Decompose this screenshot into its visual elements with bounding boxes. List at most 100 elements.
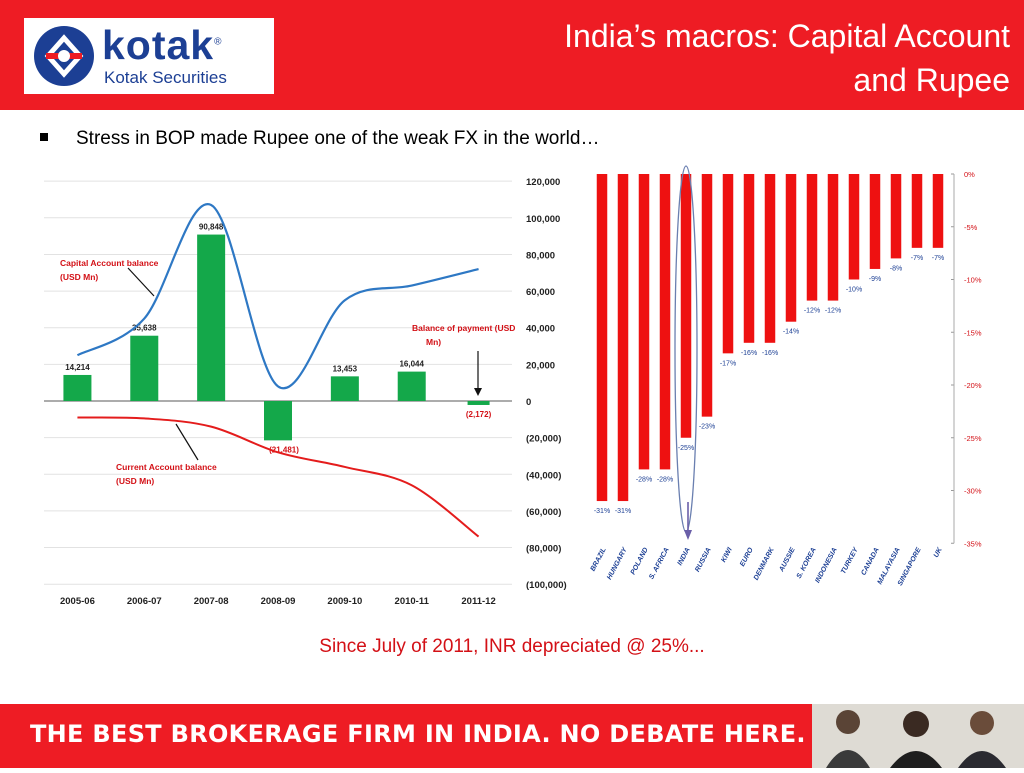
x-tick-label: 2007-08	[194, 596, 229, 607]
person-icon	[890, 711, 942, 768]
header-banner: kotak® Kotak Securities India’s macros: …	[0, 0, 1024, 110]
footer-people-photo	[812, 704, 1024, 768]
current-annotation-line2: (USD Mn)	[116, 476, 154, 486]
bar-data-label: -31%	[594, 508, 610, 515]
x-tick-label: 2009-10	[327, 596, 362, 607]
bar-data-label: -7%	[911, 255, 923, 262]
person-icon	[826, 710, 870, 768]
capital-annotation-line2: (USD Mn)	[60, 272, 98, 282]
x-tick-label: S. KOREA	[796, 547, 818, 580]
y-tick-label: -30%	[964, 487, 982, 496]
x-tick-label: TURKEY	[840, 545, 860, 575]
bop-bar	[63, 374, 92, 401]
fx-bar	[680, 174, 692, 438]
x-tick-label: SINGAPORE	[897, 546, 923, 587]
x-tick-label: S. AFRICA	[648, 547, 670, 581]
current-annotation-line1: Current Account balance	[116, 462, 217, 472]
fx-bar	[827, 174, 839, 301]
y-tick-label: -25%	[964, 434, 982, 443]
bar-data-label: (21,481)	[269, 445, 299, 454]
bullet-point: Stress in BOP made Rupee one of the weak…	[40, 128, 599, 150]
fx-bar	[932, 174, 944, 248]
fx-bar	[638, 174, 650, 470]
bop-bar	[467, 401, 490, 405]
bar-data-label: -10%	[846, 287, 862, 294]
bar-data-label: -25%	[678, 445, 694, 452]
bar-data-label: -12%	[825, 308, 841, 315]
bop-bar	[130, 335, 159, 401]
kotak-logo: kotak® Kotak Securities	[24, 18, 274, 94]
bar-data-label: 35,638	[132, 324, 157, 333]
fx-bar	[659, 174, 671, 470]
fx-bar	[890, 174, 902, 259]
fx-bar	[911, 174, 923, 248]
y-tick-label: 40,000	[526, 324, 555, 335]
x-tick-label: 2008-09	[261, 596, 296, 607]
x-tick-label: POLAND	[630, 547, 650, 576]
bar-data-label: 90,848	[199, 223, 224, 232]
y-tick-label: -35%	[964, 539, 982, 548]
fx-bar	[869, 174, 881, 269]
footer-banner: THE BEST BROKERAGE FIRM IN INDIA. NO DEB…	[0, 704, 1024, 768]
caption: Since July of 2011, INR depreciated @ 25…	[319, 636, 705, 657]
capital-annotation-line1: Capital Account balance	[60, 258, 159, 268]
x-tick-label: 2005-06	[60, 596, 95, 607]
bop-bar	[197, 234, 226, 401]
bop-annotation-line1: Balance of payment (USD	[412, 323, 515, 333]
current-account-line	[77, 416, 480, 538]
slide-title-line2: and Rupee	[853, 62, 1010, 98]
x-tick-label: DENMARK	[753, 546, 776, 582]
y-tick-label: -10%	[964, 276, 982, 285]
y-tick-label: -5%	[964, 223, 978, 232]
bar-data-label: -23%	[699, 424, 715, 431]
bar-data-label: -17%	[720, 360, 736, 367]
bop-chart: 120,000 100,000 80,000 60,000 40,000 20,000 0 (…	[44, 177, 567, 607]
fx-bar	[785, 174, 797, 322]
x-tick-label: BRAZIL	[590, 547, 608, 573]
x-tick-label: KIWI	[720, 546, 734, 564]
y-tick-label: -20%	[964, 381, 982, 390]
fx-bar	[848, 174, 860, 280]
y-tick-label: (40,000)	[526, 470, 561, 481]
x-tick-label: INDONESIA	[814, 547, 838, 585]
fx-bar	[743, 174, 755, 343]
bar-data-label: -31%	[615, 508, 631, 515]
slide-title: India’s macros: Capital Account and Rupe…	[390, 14, 1010, 102]
fx-bar	[596, 174, 608, 502]
bar-data-label: (2,172)	[466, 410, 492, 419]
y-tick-label: (60,000)	[526, 507, 561, 518]
fx-depreciation-chart: 0% -5% -10% -15% -20% -25% -30% -35% -31% BRAZIL -…	[590, 165, 982, 587]
y-tick-label: -15%	[964, 328, 982, 337]
bar-data-label: -12%	[804, 308, 820, 315]
y-tick-label: 80,000	[526, 250, 555, 261]
logo-subtitle: Kotak Securities	[104, 68, 227, 87]
square-bullet-icon	[40, 132, 48, 141]
x-tick-label: INDIA	[677, 547, 692, 567]
fx-bar	[722, 174, 734, 354]
y-tick-label: 0	[526, 397, 531, 408]
y-tick-label: 60,000	[526, 287, 555, 298]
annotation-arrow	[175, 423, 199, 461]
x-tick-label: 2011-12	[461, 596, 495, 607]
bar-data-label: 14,214	[65, 363, 90, 372]
x-tick-label: RUSSIA	[694, 547, 713, 574]
bar-data-label: -16%	[762, 350, 778, 357]
y-tick-label: 20,000	[526, 360, 555, 371]
footer-slogan: THE BEST BROKERAGE FIRM IN INDIA. NO DEB…	[30, 720, 806, 748]
bar-data-label: -28%	[657, 476, 673, 483]
x-tick-label: 2010-11	[395, 596, 430, 607]
logo-wordmark: kotak®	[102, 22, 223, 68]
bar-data-label: -7%	[932, 255, 944, 262]
bar-data-label: -9%	[869, 276, 881, 283]
x-tick-label: 2006-07	[127, 596, 162, 607]
bar-data-label: -14%	[783, 329, 799, 336]
bar-data-label: -28%	[636, 476, 652, 483]
bop-annotation-line2: Mn)	[426, 337, 441, 347]
capital-account-line	[76, 203, 479, 390]
person-icon	[958, 711, 1006, 768]
fx-bar	[701, 174, 713, 417]
x-tick-label: EURO	[739, 546, 755, 568]
arrowhead-icon	[474, 388, 482, 396]
y-tick-label: (20,000)	[526, 434, 561, 445]
x-tick-label: AUSSIE	[778, 546, 797, 573]
